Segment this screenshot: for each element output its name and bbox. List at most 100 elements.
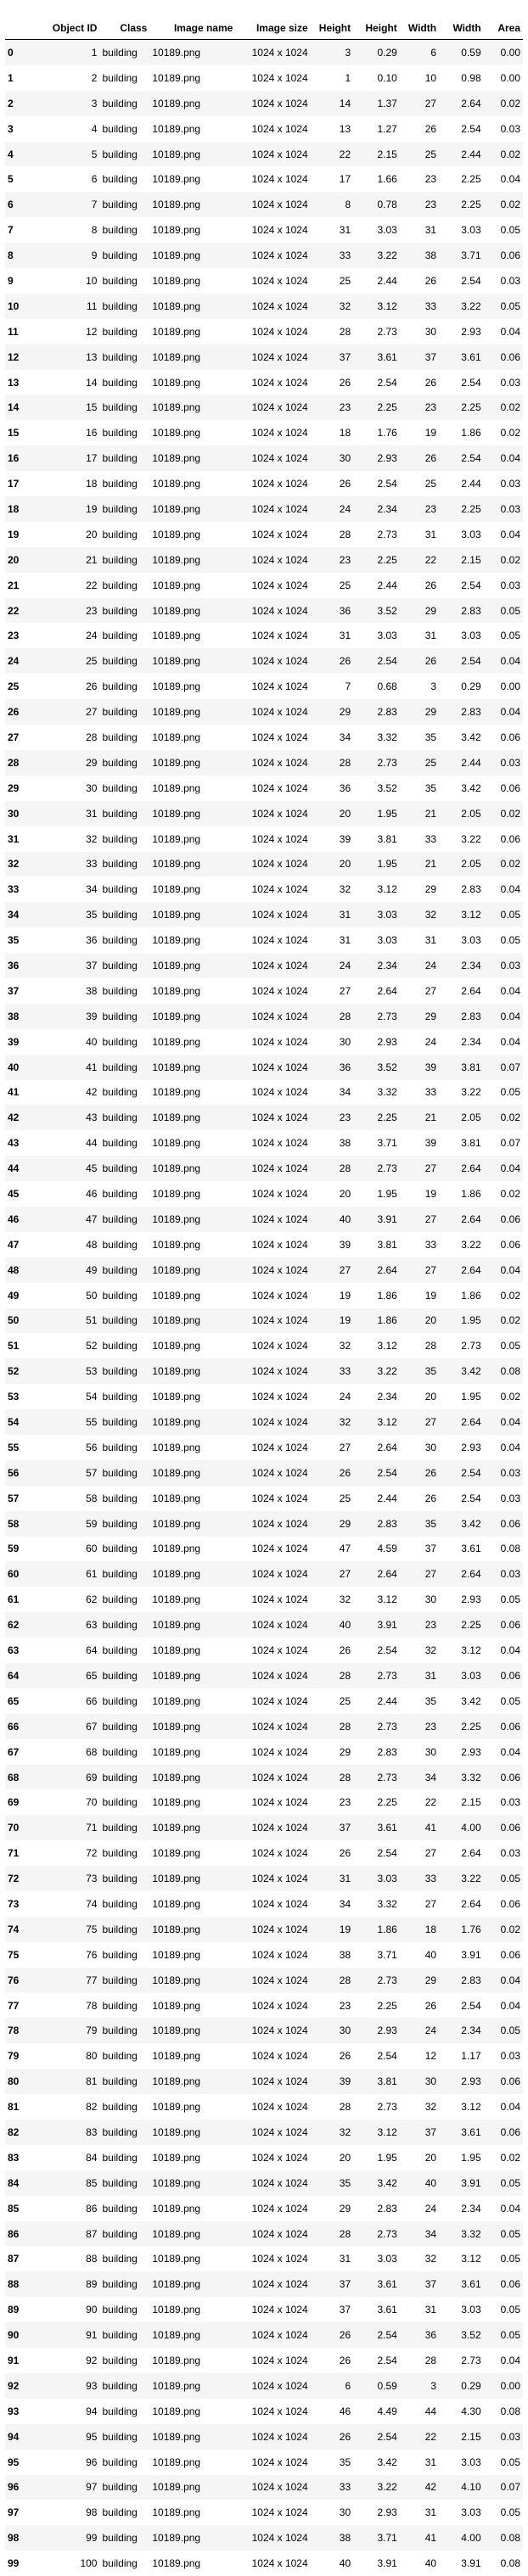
cell-image-size: 1024 x 1024 [235, 1130, 310, 1156]
cell-class: building [99, 1080, 149, 1106]
row-index: 7 [5, 217, 41, 243]
cell-class: building [99, 547, 149, 573]
cell-image-size: 1024 x 1024 [235, 2246, 310, 2271]
cell-object-id: 76 [41, 1942, 99, 1968]
cell-area: 0.05 [484, 294, 523, 319]
cell-area: 0.06 [484, 1511, 523, 1537]
cell-area: 0.05 [484, 2221, 523, 2247]
cell-image-size: 1024 x 1024 [235, 522, 310, 547]
cell-width-m: 3.03 [439, 2500, 484, 2525]
cell-class: building [99, 2043, 149, 2069]
cell-height-px: 31 [311, 623, 353, 648]
cell-object-id: 21 [41, 547, 99, 573]
cell-height-m: 2.73 [353, 1968, 400, 1993]
cell-height-m: 2.34 [353, 953, 400, 978]
cell-height-m: 2.73 [353, 1714, 400, 1739]
cell-image-name: 10189.png [149, 2297, 235, 2322]
cell-height-px: 23 [311, 395, 353, 420]
cell-height-m: 2.34 [353, 1384, 400, 1409]
cell-object-id: 33 [41, 852, 99, 877]
cell-image-name: 10189.png [149, 142, 235, 167]
cell-width-m: 2.25 [439, 1714, 484, 1739]
cell-height-px: 32 [311, 876, 353, 902]
cell-class: building [99, 1283, 149, 1308]
cell-height-m: 2.54 [353, 2043, 400, 2069]
cell-height-px: 28 [311, 2221, 353, 2247]
cell-width-m: 3.12 [439, 2094, 484, 2120]
cell-height-m: 3.22 [353, 1358, 400, 1384]
cell-height-m: 3.12 [353, 1587, 400, 1612]
cell-image-name: 10189.png [149, 2525, 235, 2551]
cell-area: 0.03 [484, 268, 523, 294]
cell-height-m: 2.25 [353, 1105, 400, 1130]
cell-width-m: 3.03 [439, 2297, 484, 2322]
cell-height-px: 30 [311, 2500, 353, 2525]
cell-object-id: 4 [41, 116, 99, 142]
cell-image-name: 10189.png [149, 217, 235, 243]
cell-object-id: 1 [41, 40, 99, 65]
header-index [5, 8, 41, 40]
cell-width-m: 2.93 [439, 2069, 484, 2094]
cell-height-px: 26 [311, 471, 353, 496]
cell-height-px: 26 [311, 2043, 353, 2069]
cell-width-px: 40 [400, 1942, 439, 1968]
cell-width-m: 2.34 [439, 953, 484, 978]
cell-image-size: 1024 x 1024 [235, 142, 310, 167]
cell-width-px: 31 [400, 2500, 439, 2525]
cell-area: 0.03 [484, 1561, 523, 1587]
cell-image-size: 1024 x 1024 [235, 1156, 310, 1181]
cell-object-id: 7 [41, 192, 99, 217]
cell-height-px: 3 [311, 40, 353, 65]
cell-image-name: 10189.png [149, 2170, 235, 2196]
cell-object-id: 92 [41, 2348, 99, 2373]
row-index: 22 [5, 598, 41, 624]
cell-width-m: 2.34 [439, 2018, 484, 2043]
cell-image-name: 10189.png [149, 1968, 235, 1993]
cell-area: 0.03 [484, 1840, 523, 1866]
cell-image-size: 1024 x 1024 [235, 547, 310, 573]
cell-class: building [99, 1511, 149, 1537]
row-index: 10 [5, 294, 41, 319]
cell-height-m: 3.71 [353, 1942, 400, 1968]
cell-width-px: 26 [400, 268, 439, 294]
cell-width-m: 2.54 [439, 1993, 484, 2019]
cell-area: 0.06 [484, 1765, 523, 1790]
cell-width-m: 2.15 [439, 1789, 484, 1815]
cell-height-px: 38 [311, 2525, 353, 2551]
cell-height-m: 3.61 [353, 1815, 400, 1840]
cell-height-m: 2.64 [353, 978, 400, 1004]
row-index: 67 [5, 1739, 41, 1765]
cell-height-m: 0.78 [353, 192, 400, 217]
cell-image-name: 10189.png [149, 927, 235, 953]
cell-width-px: 26 [400, 1460, 439, 1486]
data-table: Object ID Class Image name Image size He… [5, 8, 523, 2576]
cell-image-size: 1024 x 1024 [235, 2373, 310, 2399]
cell-width-m: 2.54 [439, 1486, 484, 1511]
cell-area: 0.03 [484, 116, 523, 142]
cell-image-size: 1024 x 1024 [235, 1308, 310, 1334]
row-index: 94 [5, 2424, 41, 2450]
row-index: 81 [5, 2094, 41, 2120]
cell-height-m: 2.93 [353, 1029, 400, 1055]
cell-width-m: 0.29 [439, 2373, 484, 2399]
cell-width-m: 3.12 [439, 902, 484, 927]
cell-height-m: 2.25 [353, 1993, 400, 2019]
cell-height-px: 29 [311, 699, 353, 725]
cell-image-name: 10189.png [149, 2120, 235, 2145]
cell-height-m: 3.12 [353, 876, 400, 902]
cell-class: building [99, 648, 149, 674]
cell-height-px: 31 [311, 217, 353, 243]
cell-object-id: 54 [41, 1384, 99, 1409]
cell-width-px: 31 [400, 927, 439, 953]
